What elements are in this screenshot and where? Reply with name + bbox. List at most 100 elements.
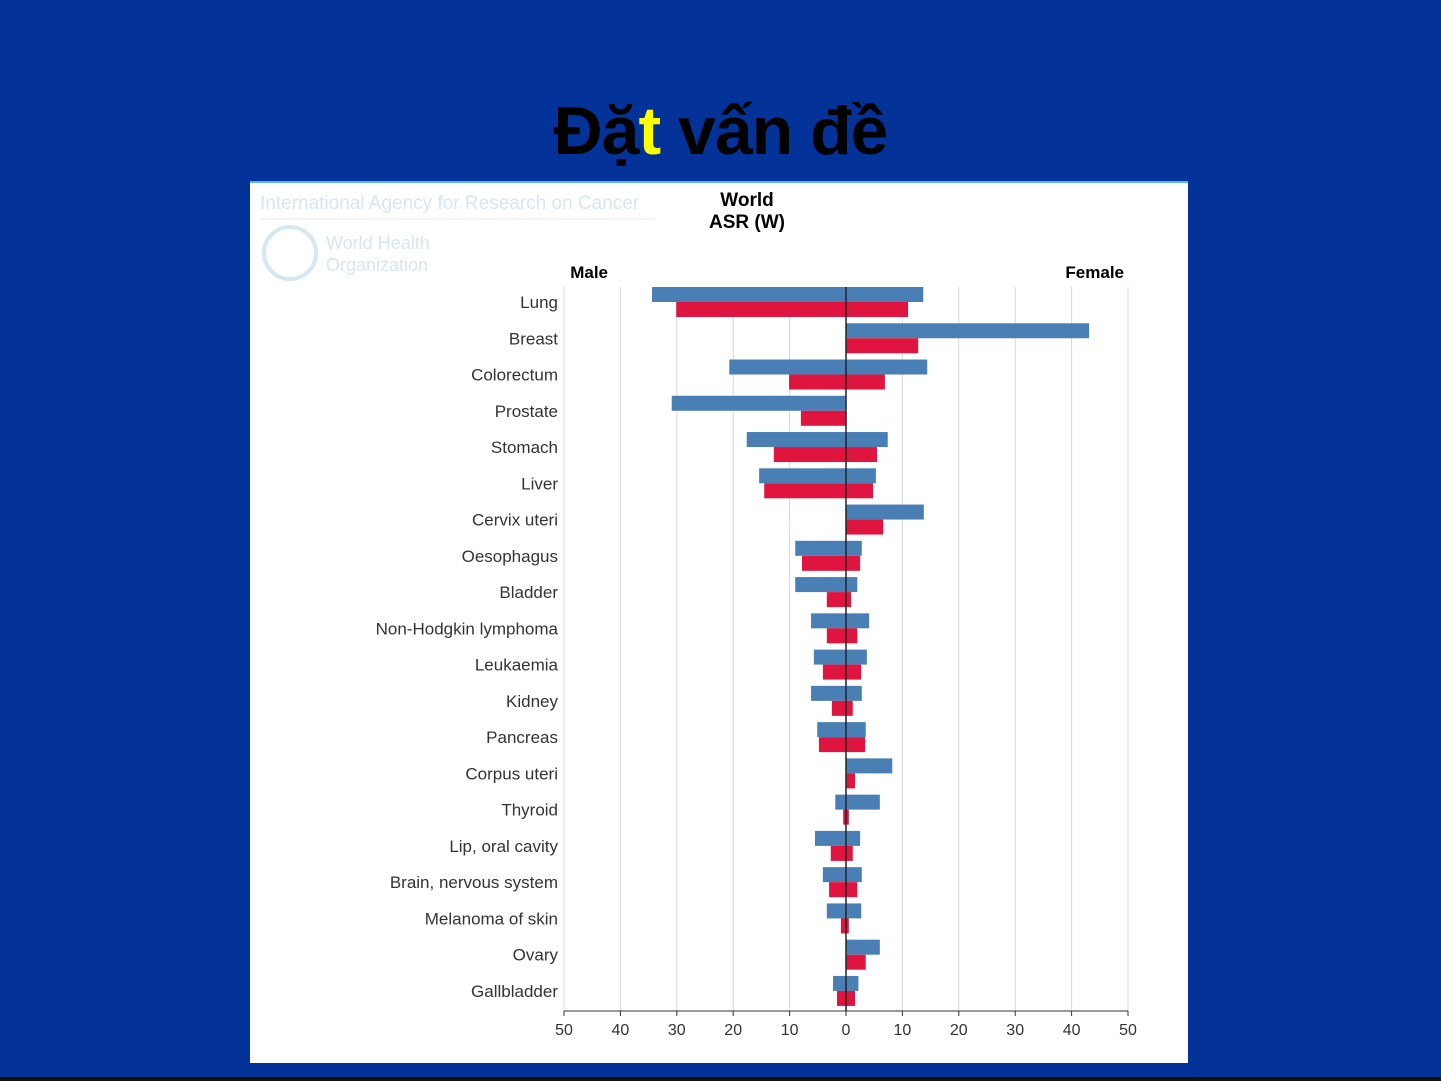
x-tick-label: 20 xyxy=(724,1022,742,1039)
category-label: Brain, nervous system xyxy=(390,873,558,892)
category-label: Prostate xyxy=(495,402,558,421)
bar-male-blue xyxy=(822,867,846,883)
bar-female-blue xyxy=(846,577,858,593)
bar-male-red xyxy=(800,410,846,426)
title-text-rest: vấn đề xyxy=(660,93,888,169)
male-label: Male xyxy=(570,263,608,282)
category-label: Gallbladder xyxy=(471,982,558,1001)
bar-female-red xyxy=(846,700,853,716)
category-label: Corpus uteri xyxy=(465,764,558,783)
x-tick-label: 0 xyxy=(842,1022,851,1039)
category-label: Oesophagus xyxy=(462,547,558,566)
bar-male-red xyxy=(764,483,846,499)
bar-female-blue xyxy=(846,975,859,991)
bar-female-blue xyxy=(846,685,862,701)
bar-male-blue xyxy=(835,794,846,810)
category-label: Colorectum xyxy=(471,366,558,385)
bar-female-blue xyxy=(846,504,924,520)
bar-female-red xyxy=(846,773,856,789)
category-label: Leukaemia xyxy=(475,656,559,675)
chart-title: World xyxy=(720,190,773,211)
bar-male-red xyxy=(840,918,846,934)
bar-female-red xyxy=(846,809,849,825)
category-label: Breast xyxy=(509,329,558,348)
bar-male-blue xyxy=(826,903,846,919)
bar-female-red xyxy=(846,519,884,535)
bar-female-blue xyxy=(846,939,880,955)
female-label: Female xyxy=(1065,263,1124,282)
category-label: Stomach xyxy=(491,438,558,457)
bar-female-blue xyxy=(846,722,866,738)
bar-male-blue xyxy=(671,395,846,411)
who-emblem-icon xyxy=(262,225,318,281)
chart-svg: International Agency for Research on Can… xyxy=(260,190,1137,1039)
bar-female-red xyxy=(846,954,866,970)
x-tick-label: 10 xyxy=(781,1022,799,1039)
bar-male-red xyxy=(676,302,846,317)
bar-male-blue xyxy=(833,975,846,991)
bar-female-blue xyxy=(846,323,1090,339)
category-label: Lip, oral cavity xyxy=(449,837,558,856)
bar-male-blue xyxy=(651,287,846,302)
bar-female-red xyxy=(846,845,853,861)
bar-female-blue xyxy=(846,649,867,665)
bar-female-red xyxy=(846,918,849,934)
bar-female-red xyxy=(846,374,885,390)
bar-male-blue xyxy=(729,359,846,375)
category-label: Lung xyxy=(520,293,558,312)
bar-female-red xyxy=(846,990,856,1006)
bar-female-blue xyxy=(846,468,876,484)
bar-male-red xyxy=(829,882,846,898)
bar-male-red xyxy=(818,737,846,753)
watermark-agency: International Agency for Research on Can… xyxy=(260,193,640,214)
x-tick-label: 20 xyxy=(950,1022,968,1039)
bar-female-red xyxy=(846,664,862,680)
bar-female-red xyxy=(846,447,878,463)
chart-subtitle: ASR (W) xyxy=(709,212,785,233)
bar-female-red xyxy=(846,882,858,898)
bar-male-blue xyxy=(759,468,846,484)
watermark-who-1: World Health xyxy=(326,233,430,253)
bar-female-red xyxy=(846,302,909,317)
bar-female-red xyxy=(846,483,874,499)
x-tick-label: 40 xyxy=(612,1022,630,1039)
bar-female-blue xyxy=(846,432,888,448)
bar-male-blue xyxy=(811,685,846,701)
category-label: Pancreas xyxy=(486,728,558,747)
x-tick-label: 30 xyxy=(668,1022,686,1039)
x-tick-label: 50 xyxy=(555,1022,573,1039)
bar-male-red xyxy=(826,592,846,608)
bar-female-red xyxy=(846,737,866,753)
bar-female-red xyxy=(846,555,861,571)
bar-male-blue xyxy=(813,649,846,665)
bar-female-blue xyxy=(846,540,862,556)
bar-male-blue xyxy=(795,577,846,593)
bar-male-red xyxy=(789,374,846,390)
category-label: Liver xyxy=(521,474,558,493)
title-highlight: t xyxy=(638,93,661,169)
chart-panel: International Agency for Research on Can… xyxy=(250,181,1188,1063)
bar-female-blue xyxy=(846,794,880,810)
bar-male-red xyxy=(830,845,846,861)
bar-male-blue xyxy=(814,830,846,846)
bar-male-red xyxy=(836,990,846,1006)
bar-male-red xyxy=(831,700,846,716)
category-label: Bladder xyxy=(499,583,558,602)
x-tick-label: 30 xyxy=(1006,1022,1024,1039)
watermark: International Agency for Research on Can… xyxy=(260,193,655,281)
watermark-who-2: Organization xyxy=(326,255,428,275)
bar-female-blue xyxy=(846,359,928,375)
bar-female-blue xyxy=(846,830,861,846)
bar-male-red xyxy=(802,555,846,571)
bar-female-red xyxy=(846,628,858,644)
bar-male-blue xyxy=(811,613,846,629)
category-label: Kidney xyxy=(506,692,558,711)
bar-female-blue xyxy=(846,867,862,883)
bar-male-red xyxy=(822,664,846,680)
bar-male-red xyxy=(773,447,846,463)
bar-male-blue xyxy=(817,722,846,738)
x-tick-label: 10 xyxy=(894,1022,912,1039)
bar-male-blue xyxy=(746,432,846,448)
x-tick-label: 50 xyxy=(1119,1022,1137,1039)
bar-female-red xyxy=(846,592,852,608)
